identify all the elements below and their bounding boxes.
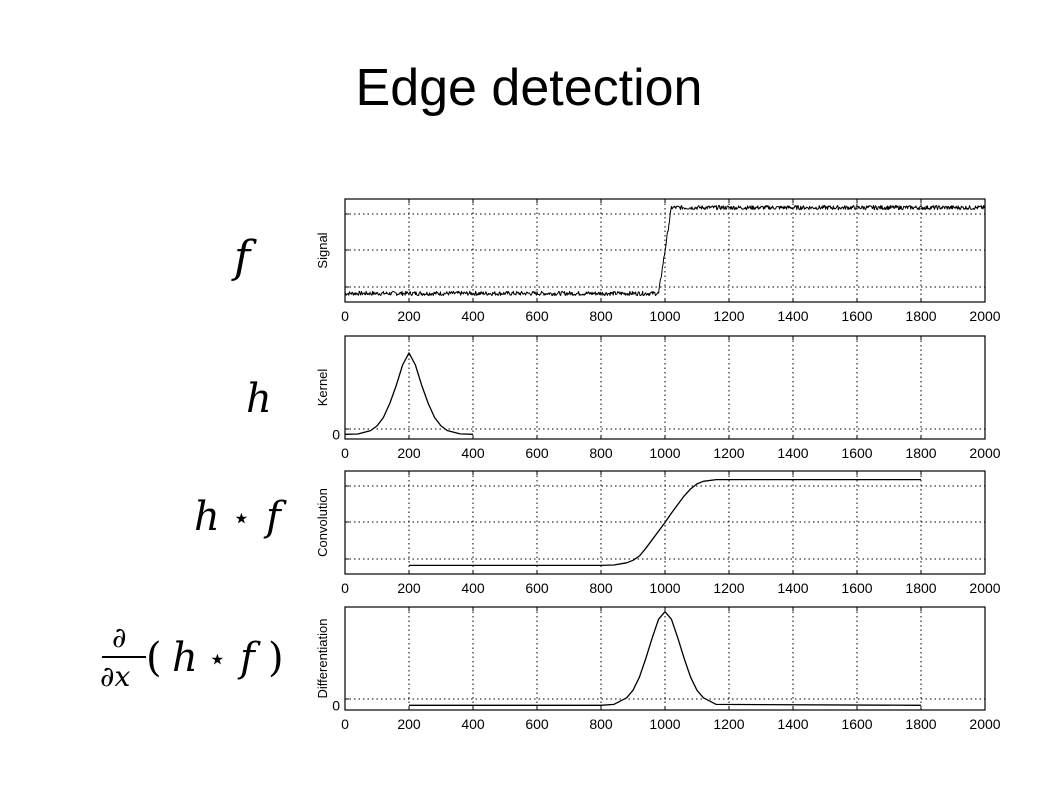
deriv-partial-top: ∂: [112, 621, 126, 654]
x-tick-label: 1600: [841, 580, 872, 596]
deriv-partial-bottom: ∂x: [100, 660, 130, 693]
deriv-f: f: [237, 635, 261, 681]
plot-signal: 0 200 400 600 800 1000 1200 1400 1600 1800 2000 Sig…: [315, 198, 1001, 324]
deriv-h: h: [172, 635, 198, 681]
x-tick-label: 1800: [905, 308, 936, 324]
x-tick-label: 400: [461, 716, 485, 732]
y-axis-label: Convolution: [315, 488, 330, 557]
deriv-star: ⋆: [208, 642, 227, 677]
x-tick-label: 800: [589, 716, 613, 732]
x-tick-label: 1000: [649, 580, 680, 596]
conv-h: h: [194, 494, 220, 540]
x-tick-label: 1800: [905, 716, 936, 732]
x-tick-label: 1600: [841, 308, 872, 324]
x-tick-label: 1400: [777, 308, 808, 324]
conv-star: ⋆: [232, 501, 251, 536]
x-tick-label: 1400: [777, 580, 808, 596]
x-tick-label: 1000: [649, 308, 680, 324]
axes-frame: [344, 335, 986, 440]
deriv-close-paren: ): [268, 635, 284, 681]
x-tick-label: 1200: [713, 716, 744, 732]
plots-group: 0 200 400 600 800 1000 1200 1400 1600 1800 2000Sig…: [315, 198, 1001, 732]
plot-differentiation: 0 200 400 600 800 1000 1200 1400 1600 1800 20000Di…: [315, 606, 1001, 732]
label-f: f: [231, 232, 257, 283]
x-tick-label: 1800: [905, 580, 936, 596]
x-tick-label: 600: [525, 445, 549, 461]
x-tick-label: 400: [461, 308, 485, 324]
series-line-differentiation: [409, 611, 922, 706]
x-tick-label: 1600: [841, 716, 872, 732]
x-tick-label: 0: [341, 716, 349, 732]
axes-frame: [344, 198, 986, 303]
x-tick-label: 1200: [713, 580, 744, 596]
x-tick-label: 0: [341, 308, 349, 324]
x-tick-label: 800: [589, 580, 613, 596]
x-tick-label: 2000: [969, 308, 1000, 324]
label-derivative: ∂ ∂x ( h ⋆ f ): [100, 621, 284, 693]
slide-title: Edge detection: [355, 59, 703, 117]
x-tick-label: 0: [341, 580, 349, 596]
x-tick-label: 800: [589, 308, 613, 324]
plot-kernel: 0 200 400 600 800 1000 1200 1400 1600 1800 2000 0 Ke…: [315, 335, 1001, 461]
x-tick-label: 1200: [713, 308, 744, 324]
x-tick-label: 600: [525, 580, 549, 596]
y-tick-label: 0: [332, 697, 340, 713]
x-tick-label: 2000: [969, 445, 1000, 461]
x-tick-label: 1200: [713, 445, 744, 461]
y-tick-label: 0: [332, 426, 340, 442]
x-tick-label: 2000: [969, 580, 1000, 596]
x-tick-label: 1400: [777, 716, 808, 732]
x-tick-label: 200: [397, 445, 421, 461]
x-tick-label: 600: [525, 716, 549, 732]
axes-frame: [344, 606, 986, 711]
x-tick-label: 400: [461, 580, 485, 596]
series-line-kernel: [344, 352, 474, 435]
y-axis-label: Kernel: [315, 369, 330, 407]
x-tick-label: 200: [397, 308, 421, 324]
y-axis-label: Differentiation: [315, 619, 330, 699]
x-tick-label: 200: [397, 580, 421, 596]
x-tick-label: 1400: [777, 445, 808, 461]
y-axis-label: Signal: [315, 232, 330, 268]
series-line-signal: [344, 205, 986, 297]
plot-convolution: 0 200 400 600 800 1000 1200 1400 1600 1800 2000 Con…: [315, 470, 1001, 596]
label-h: h: [246, 376, 272, 422]
x-tick-label: 1000: [649, 716, 680, 732]
x-tick-label: 400: [461, 445, 485, 461]
conv-f: f: [263, 494, 287, 540]
x-tick-label: 1600: [841, 445, 872, 461]
x-tick-label: 200: [397, 716, 421, 732]
x-tick-label: 1800: [905, 445, 936, 461]
x-tick-label: 2000: [969, 716, 1000, 732]
x-tick-label: 1000: [649, 445, 680, 461]
deriv-open-paren: (: [146, 635, 162, 681]
x-tick-label: 800: [589, 445, 613, 461]
label-h-star-f: h ⋆ f: [194, 494, 287, 540]
series-line-convolution: [409, 478, 921, 567]
x-tick-label: 600: [525, 308, 549, 324]
x-tick-label: 0: [341, 445, 349, 461]
axes-frame: [344, 470, 986, 575]
